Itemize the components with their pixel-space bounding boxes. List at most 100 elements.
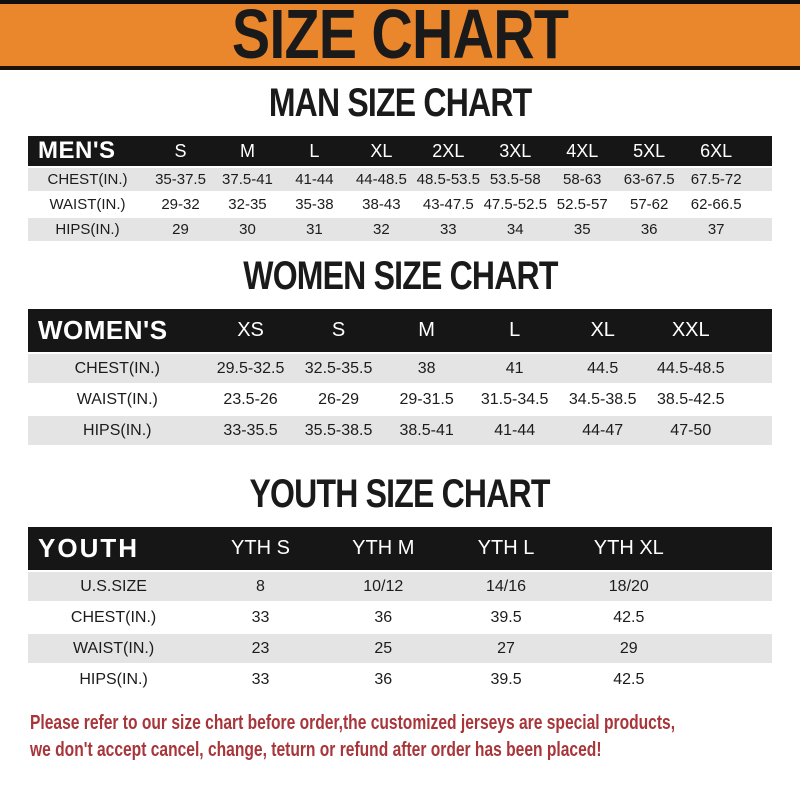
women-table-row: CHEST(IN.) 29.5-32.5 32.5-35.5 38 41 44.5 44.5… (28, 353, 772, 384)
size-column-header: M (239, 140, 255, 161)
size-column-header: YTH S (231, 537, 290, 559)
size-value-cell: 10/12 (363, 577, 404, 595)
size-value-cell: 23 (251, 639, 270, 657)
size-value-cell: 44-48.5 (355, 171, 407, 188)
size-value-cell: 29 (172, 221, 189, 238)
note-line-2: we don't accept cancel, change, teturn o… (30, 739, 602, 761)
size-value-cell: 32 (373, 221, 390, 238)
size-value-cell: 41-44 (295, 171, 334, 188)
row-spacer (750, 192, 772, 217)
size-value-cell: 32.5-35.5 (304, 359, 373, 377)
size-value-cell: 62-66.5 (690, 196, 742, 213)
row-spacer (690, 602, 772, 633)
size-column-header: XXL (671, 319, 710, 341)
youth-section-title: YOUTH SIZE CHART (0, 472, 800, 516)
size-value-cell: 37 (707, 221, 725, 238)
size-value-cell: 14/16 (486, 577, 527, 595)
size-value-cell: 33 (251, 670, 270, 688)
row-spacer (735, 384, 772, 415)
size-value-cell: 38.5-42.5 (656, 390, 725, 408)
size-value-cell: 39.5 (490, 670, 522, 688)
youth-table-row: U.S.SIZE 8 10/12 14/16 18/20 (28, 571, 772, 602)
size-value-cell: 34.5-38.5 (568, 390, 637, 408)
row-label: HIPS(IN.) (55, 221, 120, 238)
size-column-header: 5XL (633, 140, 666, 161)
men-table-row: HIPS(IN.) 29 30 31 32 33 34 35 36 37 (28, 217, 772, 242)
women-section-title-text: WOMEN SIZE CHART (242, 254, 558, 298)
size-column-header: S (331, 319, 346, 341)
size-value-cell: 32-35 (228, 196, 267, 213)
size-value-cell: 38.5-41 (399, 421, 454, 439)
row-spacer (690, 571, 772, 602)
size-value-cell: 29-32 (161, 196, 200, 213)
size-value-cell: 52.5-57 (556, 196, 608, 213)
men-table-row: CHEST(IN.) 35-37.5 37.5-41 41-44 44-48.5 48.5… (28, 167, 772, 192)
size-value-cell: 63-67.5 (623, 171, 675, 188)
banner-title: SIZE CHART (231, 0, 569, 73)
size-value-cell: 29.5-32.5 (216, 359, 285, 377)
size-value-cell: 29 (619, 639, 638, 657)
size-value-cell: 34 (506, 221, 524, 238)
row-label: CHEST(IN.) (70, 608, 157, 626)
size-column-header: XL (370, 140, 393, 161)
size-value-cell: 41 (505, 359, 524, 377)
size-value-cell: 18/20 (608, 577, 649, 595)
size-value-cell: 44.5-48.5 (656, 359, 725, 377)
row-spacer (735, 415, 772, 446)
size-column-header: L (509, 319, 521, 341)
men-table-label: MEN'S (38, 137, 116, 164)
row-label: CHEST(IN.) (74, 359, 160, 377)
size-value-cell: 8 (256, 577, 265, 595)
youth-size-chart-section: YOUTH SIZE CHART YOUTH YTH S YTH M YTH L YTH… (0, 472, 800, 696)
women-section-title: WOMEN SIZE CHART (0, 254, 800, 298)
size-value-cell: 33-35.5 (223, 421, 278, 439)
youth-section-title-text: YOUTH SIZE CHART (249, 472, 551, 516)
size-column-header: L (309, 140, 320, 161)
men-section-title: MAN SIZE CHART (0, 81, 800, 125)
row-spacer (690, 664, 772, 695)
size-value-cell: 31 (306, 221, 323, 238)
youth-table-row: CHEST(IN.) 33 36 39.5 42.5 (28, 602, 772, 633)
size-value-cell: 35.5-38.5 (304, 421, 373, 439)
size-value-cell: 36 (640, 221, 658, 238)
header-spacer (735, 309, 772, 353)
size-value-cell: 47.5-52.5 (483, 196, 547, 213)
size-value-cell: 33 (251, 608, 270, 626)
youth-size-table: YOUTH YTH S YTH M YTH L YTH XL U.S.SIZE 8 10/12… (28, 527, 772, 696)
size-value-cell: 42.5 (613, 608, 645, 626)
size-column-header: 6XL (700, 140, 733, 161)
size-column-header: XL (590, 319, 615, 341)
row-label: U.S.SIZE (80, 577, 147, 595)
size-column-header: YTH L (477, 537, 535, 559)
size-value-cell: 36 (374, 670, 393, 688)
size-value-cell: 30 (239, 221, 256, 238)
row-label: HIPS(IN.) (83, 421, 152, 439)
size-value-cell: 35 (573, 221, 591, 238)
size-value-cell: 23.5-26 (223, 390, 278, 408)
youth-table-row: WAIST(IN.) 23 25 27 29 (28, 633, 772, 664)
row-label: WAIST(IN.) (72, 639, 155, 657)
size-value-cell: 31.5-34.5 (480, 390, 549, 408)
row-spacer (750, 217, 772, 242)
size-value-cell: 26-29 (318, 390, 360, 408)
size-column-header: 3XL (499, 140, 532, 161)
size-value-cell: 41-44 (494, 421, 536, 439)
size-value-cell: 44-47 (582, 421, 624, 439)
order-note: Please refer to our size chart before or… (30, 710, 800, 764)
women-table-row: HIPS(IN.) 33-35.5 35.5-38.5 38.5-41 41-44 44-… (28, 415, 772, 446)
women-table-header-row: WOMEN'S XS S M L XL XXL (28, 309, 772, 353)
size-value-cell: 42.5 (613, 670, 645, 688)
size-column-header: 4XL (566, 140, 599, 161)
men-section-title-text: MAN SIZE CHART (268, 81, 532, 125)
row-label: WAIST(IN.) (49, 196, 126, 213)
size-value-cell: 27 (497, 639, 515, 657)
size-column-header: S (174, 140, 187, 161)
size-value-cell: 43-47.5 (422, 196, 474, 213)
size-value-cell: 25 (374, 639, 393, 657)
size-value-cell: 47-50 (670, 421, 712, 439)
size-value-cell: 33 (439, 221, 457, 238)
men-table-header-row: MEN'S S M L XL 2XL 3XL 4XL 5XL 6XL (28, 136, 772, 167)
size-value-cell: 39.5 (490, 608, 522, 626)
header-spacer (690, 527, 772, 571)
women-size-table: WOMEN'S XS S M L XL XXL CHEST(IN.) 29.5-32.5 32.5… (28, 309, 772, 447)
